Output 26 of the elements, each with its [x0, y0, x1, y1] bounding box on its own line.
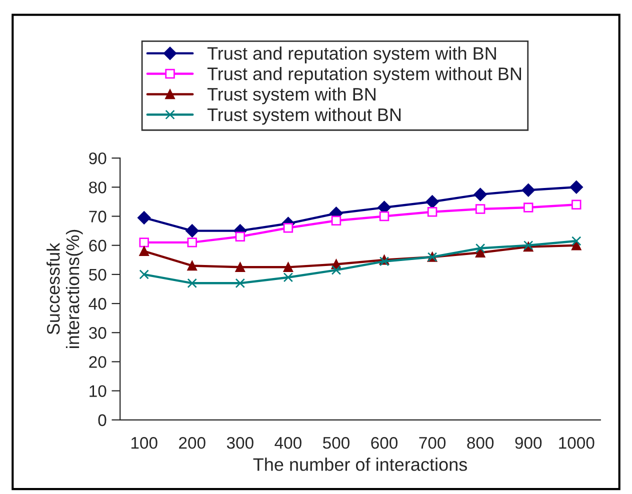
y-tick-label: 20 [89, 356, 106, 368]
y-tick-label: 80 [89, 182, 106, 194]
x-tick-label: 300 [226, 437, 254, 449]
x-tick-label: 800 [467, 437, 494, 449]
x-tick-label: 500 [322, 437, 350, 449]
legend-label: Trust and reputation system without BN [207, 66, 522, 84]
x-axis-title: The number of interactions [253, 458, 467, 471]
x-tick-label: 200 [179, 437, 206, 449]
y-axis-title: Successfuk interactions(%) [46, 230, 83, 348]
legend-label: Trust system without BN [207, 108, 401, 125]
y-tick-label: 10 [90, 385, 106, 398]
x-tick-label: 400 [274, 437, 302, 449]
y-tick-label: 70 [89, 210, 106, 222]
y-tick-label: 60 [89, 240, 106, 252]
y-tick-label: 90 [89, 152, 106, 164]
y-tick-label: 40 [88, 298, 106, 310]
x-tick-label: 600 [371, 437, 398, 449]
x-tick-label: 900 [515, 437, 542, 449]
legend-label: Trust and reputation system with BN [207, 46, 496, 64]
x-tick-label: 1000 [559, 437, 594, 449]
legend-label: Trust system with BN [207, 87, 376, 104]
y-tick-label: 50 [89, 268, 106, 281]
y-tick-label: 30 [88, 327, 106, 339]
x-tick-label: 100 [131, 437, 158, 449]
y-tick-label: 0 [98, 414, 106, 426]
x-tick-label: 700 [419, 437, 446, 449]
